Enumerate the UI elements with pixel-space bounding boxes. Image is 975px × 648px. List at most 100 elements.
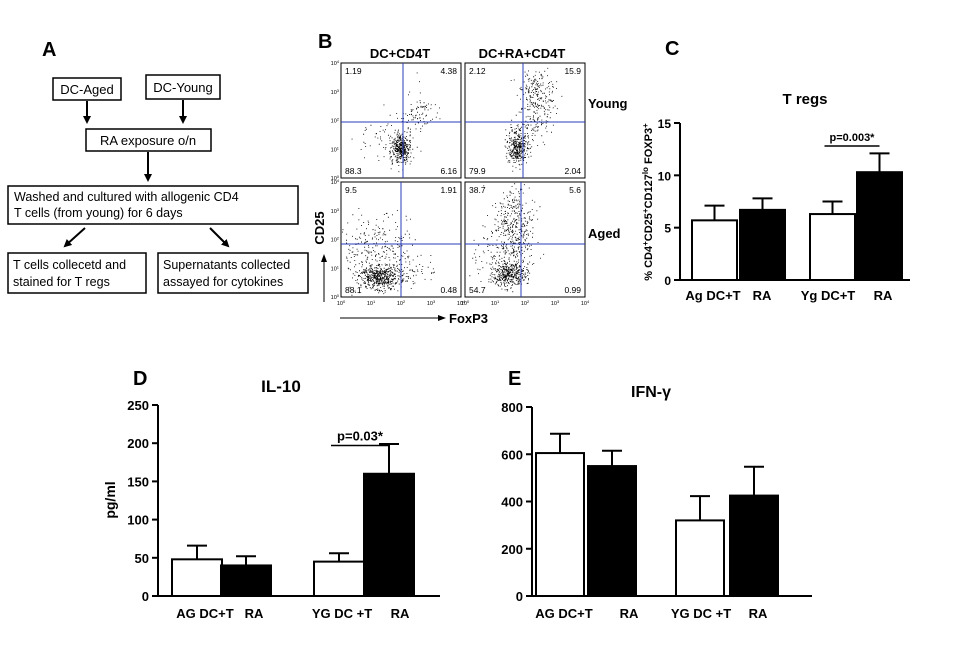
quadrant-lower-right-value: 2.04 bbox=[564, 166, 581, 176]
y-tick-label: 200 bbox=[501, 542, 523, 557]
x-category-label: RA bbox=[874, 288, 893, 303]
washed-box bbox=[7, 185, 299, 225]
y-tick-label: 0 bbox=[516, 589, 523, 604]
bar-2 bbox=[587, 465, 637, 597]
panel-letter: C bbox=[665, 38, 679, 60]
flow-y-tick-label: 100 bbox=[331, 174, 340, 182]
flow-plot-frame bbox=[464, 62, 586, 179]
col-title-dc-cd4t: DC+CD4T bbox=[370, 46, 430, 61]
bar-3 bbox=[809, 213, 856, 281]
y-tick-label: 800 bbox=[501, 400, 523, 415]
flow-plot-aged-dc-cd4t: 9.5 1.91 88.1 0.48 100 101 102 103 104 100 101 102 1… bbox=[331, 178, 466, 307]
ra-exposure-box bbox=[85, 128, 212, 152]
x-category-label: AG DC+T bbox=[535, 606, 592, 621]
chart-e-ifng: E IFN-γ 0 200 400 600 800 AG DC+T RA YG DC +T RA bbox=[501, 368, 812, 621]
y-axis-label: % CD4+CD25+CD127lo FOXP3+ bbox=[641, 123, 656, 281]
flow-x-arrowhead bbox=[438, 315, 446, 321]
y-tick-label: 250 bbox=[127, 398, 149, 413]
quadrant-lower-left-value: 54.7 bbox=[469, 285, 486, 295]
col-title-dc-ra-cd4t: DC+RA+CD4T bbox=[479, 46, 566, 61]
x-category-label: AG DC+T bbox=[176, 606, 233, 621]
dc-young-text: DC-Young bbox=[153, 80, 213, 95]
flow-x-tick-label: 101 bbox=[367, 299, 376, 307]
chart-title: IL-10 bbox=[261, 377, 301, 396]
x-category-label: YG DC +T bbox=[671, 606, 731, 621]
y-tick-label: 200 bbox=[127, 436, 149, 451]
quadrant-lower-left-value: 88.3 bbox=[345, 166, 362, 176]
y-tick-label: 400 bbox=[501, 495, 523, 510]
bar-1 bbox=[535, 452, 585, 597]
washed-text-1: Washed and cultured with allogenic CD4 bbox=[14, 190, 239, 204]
y-tick-label: 0 bbox=[664, 274, 671, 288]
supernatants-text-2: assayed for cytokines bbox=[163, 275, 283, 289]
bar-4 bbox=[856, 171, 903, 281]
bar-2 bbox=[220, 564, 272, 598]
bar-1 bbox=[691, 219, 738, 281]
bar-1 bbox=[171, 558, 223, 598]
bar-3 bbox=[675, 519, 725, 598]
dc-aged-text: DC-Aged bbox=[60, 82, 113, 97]
y-tick-label: 5 bbox=[664, 222, 671, 236]
quadrant-upper-left-value: 1.19 bbox=[345, 66, 362, 76]
flow-x-tick-label: 100 bbox=[461, 299, 470, 307]
chart-c-tregs: C T regs % CD4+CD25+CD127lo FOXP3+ 0 5 10 15 Ag… bbox=[641, 38, 910, 303]
flow-plot-frame bbox=[340, 62, 462, 179]
quadrant-upper-left-value: 2.12 bbox=[469, 66, 486, 76]
flow-xlabel-foxp3: FoxP3 bbox=[449, 311, 488, 326]
flow-y-tick-label: 103 bbox=[331, 88, 340, 96]
panel-letter: D bbox=[133, 368, 147, 390]
chart-d-il10: D IL-10 pg/ml 0 50 100 150 200 250 AG DC+T RA YG DC… bbox=[102, 368, 440, 621]
flow-events bbox=[469, 183, 545, 293]
quadrant-upper-right-value: 4.38 bbox=[440, 66, 457, 76]
flow-y-tick-label: 102 bbox=[331, 117, 340, 125]
quadrant-lower-left-value: 88.1 bbox=[345, 285, 362, 295]
dc-aged-box bbox=[52, 77, 122, 101]
x-category-label: YG DC +T bbox=[312, 606, 372, 621]
flow-y-tick-label: 104 bbox=[331, 178, 340, 186]
x-category-label: RA bbox=[245, 606, 264, 621]
y-axis-label: pg/ml bbox=[102, 481, 118, 518]
quadrant-lower-right-value: 0.48 bbox=[440, 285, 457, 295]
flow-y-tick-label: 104 bbox=[331, 59, 340, 67]
flow-x-tick-label: 104 bbox=[457, 299, 466, 307]
y-tick-label: 50 bbox=[135, 551, 149, 566]
flow-plot-grid: 1.19 4.38 88.3 6.16 100 101 102 103 104 2.12 15.9 7… bbox=[331, 59, 590, 307]
y-tick-label: 600 bbox=[501, 447, 523, 462]
quadrant-lower-right-value: 6.16 bbox=[440, 166, 457, 176]
arrow-to-tcells bbox=[63, 227, 86, 248]
quadrant-upper-right-value: 15.9 bbox=[564, 66, 581, 76]
flow-y-tick-label: 100 bbox=[331, 293, 340, 301]
quadrant-lower-left-value: 79.9 bbox=[469, 166, 486, 176]
x-category-label: Yg DC+T bbox=[801, 288, 856, 303]
flow-plot-aged-dc-ra-cd4t: 38.7 5.6 54.7 0.99 100 101 102 103 104 bbox=[461, 181, 590, 307]
flow-x-tick-label: 100 bbox=[337, 299, 346, 307]
chart-title: IFN-γ bbox=[631, 384, 671, 401]
arrow-to-supernatants bbox=[209, 227, 230, 248]
y-tick-label: 10 bbox=[658, 169, 672, 183]
flow-y-tick-label: 102 bbox=[331, 236, 340, 244]
flow-x-tick-label: 103 bbox=[427, 299, 436, 307]
panel-b-flow-plots: B DC+CD4T DC+RA+CD4T Young Aged CD25 Fox… bbox=[312, 31, 628, 326]
dc-young-box bbox=[145, 74, 221, 100]
panel-letter: E bbox=[508, 368, 521, 390]
flow-events bbox=[342, 208, 435, 296]
quadrant-lower-right-value: 0.99 bbox=[564, 285, 581, 295]
flow-events bbox=[504, 67, 563, 172]
x-category-label: Ag DC+T bbox=[685, 288, 740, 303]
flow-x-tick-label: 103 bbox=[551, 299, 560, 307]
quadrant-upper-left-value: 9.5 bbox=[345, 185, 357, 195]
y-tick-label: 15 bbox=[658, 117, 672, 131]
row-title-young: Young bbox=[588, 96, 628, 111]
bar-4 bbox=[729, 494, 779, 597]
significance-annotation: p=0.03* bbox=[337, 428, 384, 443]
quadrant-upper-left-value: 38.7 bbox=[469, 185, 486, 195]
quadrant-upper-right-value: 1.91 bbox=[440, 185, 457, 195]
significance-annotation: p=0.003* bbox=[830, 132, 876, 144]
y-tick-label: 0 bbox=[142, 589, 149, 604]
tcells-text-1: T cells collecetd and bbox=[13, 258, 126, 272]
panel-b-letter: B bbox=[318, 31, 332, 53]
bar-3 bbox=[313, 560, 365, 597]
x-category-label: RA bbox=[620, 606, 639, 621]
y-tick-label: 150 bbox=[127, 474, 149, 489]
